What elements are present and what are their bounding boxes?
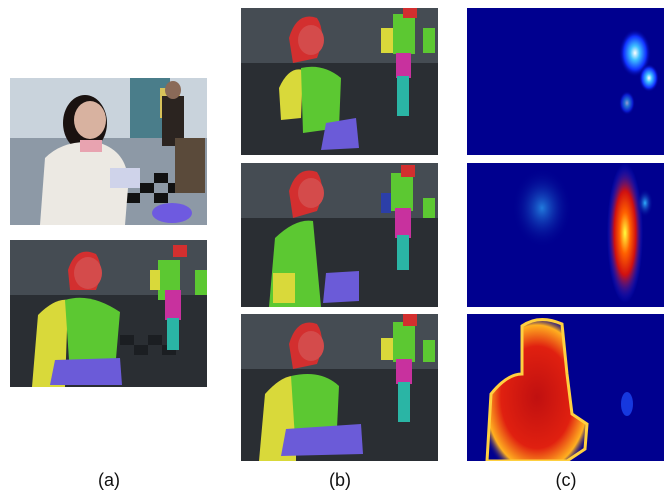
heatmap-3 [467, 314, 664, 461]
input-photo [10, 78, 207, 225]
caption-b: (b) [329, 470, 351, 490]
heatmap-1 [467, 8, 664, 155]
prediction-2 [241, 163, 438, 307]
prediction-1 [241, 8, 438, 155]
ground-truth-segmentation [10, 240, 207, 387]
caption-c: (c) [555, 470, 577, 490]
prediction-3 [241, 314, 438, 461]
caption-a: (a) [98, 470, 120, 490]
heatmap-2 [467, 163, 664, 307]
